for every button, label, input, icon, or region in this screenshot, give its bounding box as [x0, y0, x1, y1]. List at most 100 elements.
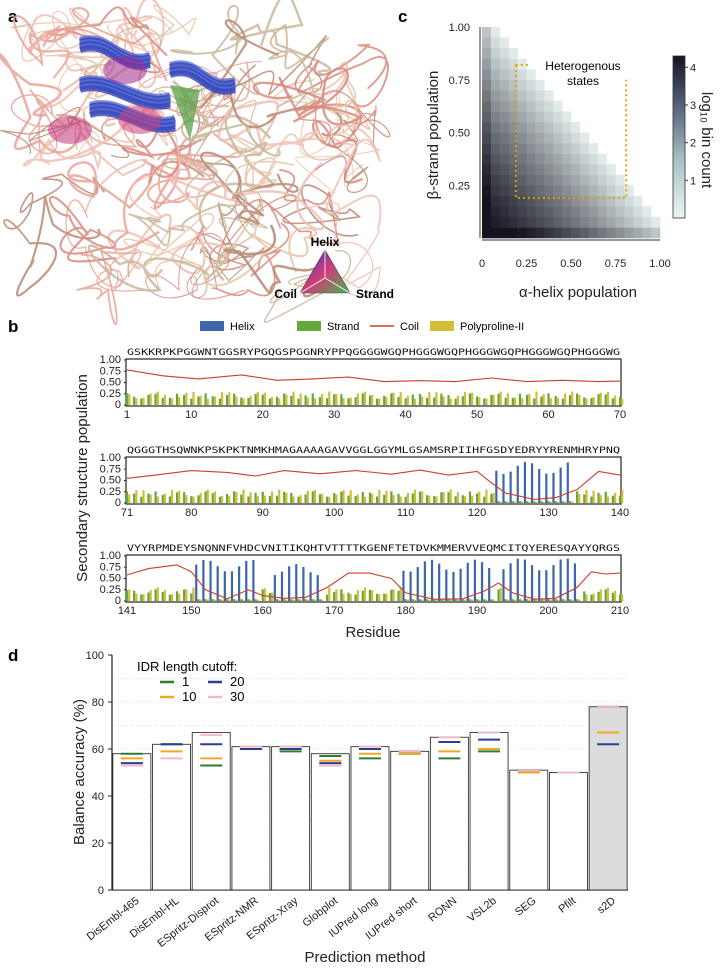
coil-strand-trace [268, 23, 330, 110]
ppii-bar [535, 599, 538, 601]
strand-bar [568, 599, 572, 601]
ppii-bar [585, 398, 588, 405]
heatmap-cell [535, 206, 545, 218]
ppii-bar [128, 394, 131, 405]
strand-bar [526, 394, 529, 405]
heatmap-cell [624, 216, 634, 228]
strand-bar [590, 496, 593, 503]
ppii-bar [128, 494, 131, 503]
coil-strand-trace [172, 80, 281, 157]
accuracy-x-axis-label: Prediction method [305, 949, 426, 966]
legend-swatch-polyproline-ii [430, 321, 454, 331]
ppii-bar [178, 490, 181, 503]
helix-bar [480, 562, 484, 601]
coil-strand-trace [107, 213, 228, 275]
strand-bar [504, 397, 507, 405]
heatmap-cell [508, 90, 518, 102]
ppii-bar [521, 398, 524, 405]
strand-bar [275, 599, 279, 601]
heatmap-cell [535, 195, 545, 207]
heatmap-cell [526, 69, 536, 81]
strand-bar [133, 396, 136, 405]
heatmap-y-axis-label: β-strand population [425, 71, 442, 200]
heatmap-cell [606, 174, 616, 186]
heterogenous-region-box [514, 64, 628, 199]
strand-bar [247, 599, 250, 601]
strand-bar [347, 592, 350, 601]
strand-bar [140, 398, 143, 405]
ppii-bar [613, 590, 617, 601]
strand-bar [433, 496, 436, 503]
strand-bar [254, 393, 257, 405]
heatmap-cell [535, 100, 545, 112]
heatmap-cell [597, 227, 607, 239]
heatmap-cell [597, 174, 607, 186]
coil-strand-trace [211, 222, 290, 297]
ppii-bar [463, 391, 467, 405]
heatmap-cell [508, 111, 518, 123]
ppii-bar [413, 398, 417, 405]
strand-bar [618, 397, 622, 405]
heatmap-cell [642, 216, 652, 228]
ppii-bar [263, 588, 267, 601]
coil-strand-trace [161, 122, 248, 198]
heatmap-cell [499, 121, 509, 133]
heatmap-cell [499, 37, 509, 49]
strand-bar [511, 501, 514, 503]
coil-strand-trace [87, 244, 233, 292]
profile-y-tick-label: 0 [115, 399, 121, 411]
heatmap-cell [517, 100, 527, 112]
ppii-bar [356, 494, 359, 503]
ppii-bar [585, 489, 588, 503]
strand-bar [225, 494, 229, 503]
strand-bar [483, 496, 486, 503]
ppii-bar [156, 391, 159, 405]
strand-bar [383, 593, 386, 601]
coil-strand-trace [198, 114, 274, 231]
heatmap-cell [482, 216, 492, 228]
helix-bar [502, 473, 505, 503]
strand-bar [533, 398, 536, 405]
ppii-bar [228, 599, 231, 601]
ppii-bar [335, 494, 338, 503]
strand-bar [318, 599, 322, 601]
helix-bar [538, 469, 541, 503]
heatmap-cell [544, 90, 554, 102]
strand-bar [397, 590, 400, 601]
ppii-bar [349, 397, 352, 405]
panel-label-d: d [8, 646, 18, 665]
coil-strand-trace [166, 162, 325, 231]
legend-label: Strand [327, 321, 359, 333]
heatmap-cell [588, 174, 598, 186]
strand-bar [540, 599, 543, 601]
heatmap-cell [597, 195, 607, 207]
heatmap-cell [482, 90, 492, 102]
ppii-bar [535, 501, 538, 503]
helix-bar [202, 560, 205, 601]
ppii-bar [535, 391, 538, 405]
accuracy-y-tick-label: 100 [86, 650, 104, 662]
ppii-bar [435, 599, 438, 601]
ppii-bar [242, 398, 245, 405]
helix-bar [502, 569, 505, 601]
ppii-bar [492, 492, 495, 503]
ppii-bar [220, 392, 224, 405]
strand-bar [611, 398, 614, 405]
heatmap-cell [482, 227, 492, 239]
cutoff-legend-label: 10 [182, 689, 196, 704]
helix-bar [402, 570, 405, 601]
ppii-bar [406, 395, 409, 405]
heatmap-cell [499, 164, 509, 175]
heatmap-cell [499, 90, 509, 102]
strand-bar [161, 495, 164, 503]
strand-bar [476, 599, 479, 601]
heatmap-cell [490, 100, 501, 112]
ppii-bar [170, 489, 174, 503]
strand-bar [275, 495, 279, 503]
heatmap-cell [615, 185, 625, 197]
strand-bar [576, 491, 579, 503]
coil-strand-trace [196, 194, 297, 289]
strand-bar [425, 398, 429, 405]
secondary-structure-color-key: Helix Coil Strand [274, 235, 394, 301]
heatmap-cell [490, 216, 501, 228]
